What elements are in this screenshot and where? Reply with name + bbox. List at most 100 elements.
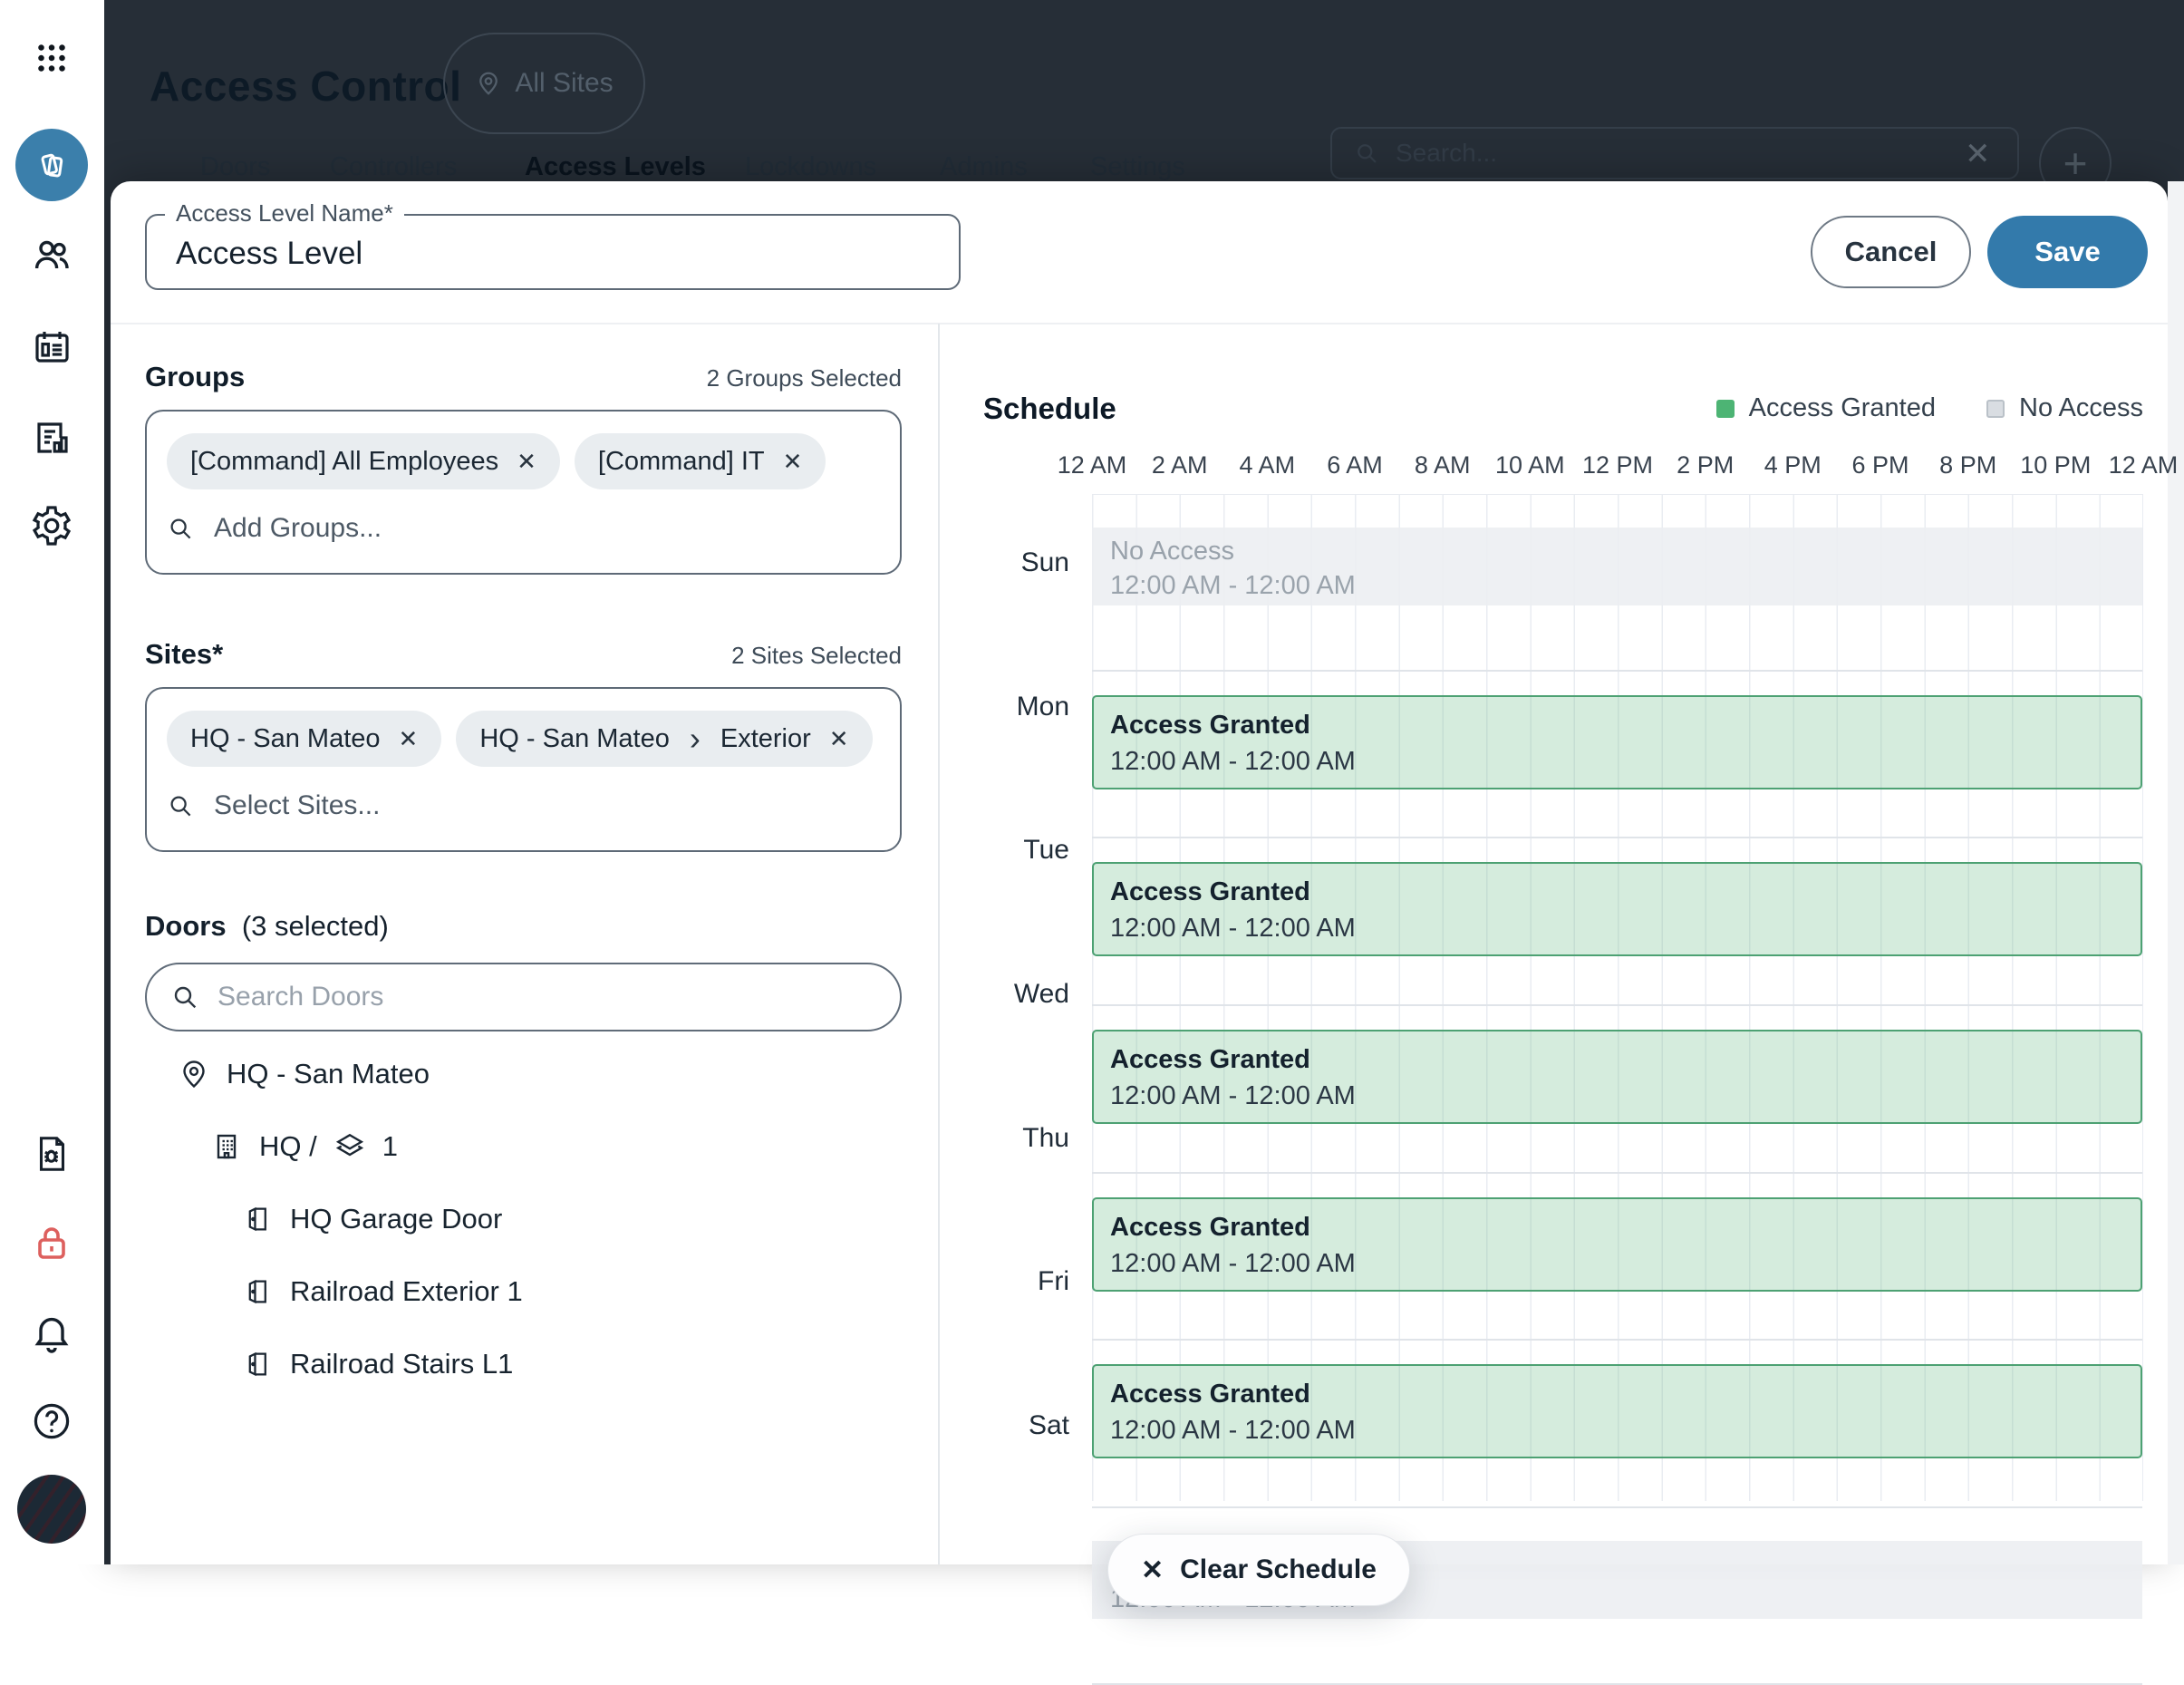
tab-settings[interactable]: Settings [1090, 152, 1185, 185]
cancel-button[interactable]: Cancel [1811, 216, 1971, 288]
schedule-block-tue[interactable]: Access Granted 12:00 AM - 12:00 AM [1092, 862, 2142, 956]
sites-selected-count: 2 Sites Selected [539, 642, 902, 670]
door-label: Railroad Stairs L1 [290, 1348, 513, 1380]
sidebar-item-access-control[interactable] [15, 129, 88, 201]
remove-group-icon[interactable]: ✕ [783, 448, 803, 476]
schedule-row-mon: Access Granted 12:00 AM - 12:00 AM [1092, 695, 2142, 839]
tab-controllers[interactable]: Controllers [330, 152, 457, 185]
site-filter-button[interactable]: All Sites [443, 33, 645, 134]
modal-divider [111, 323, 2168, 324]
search-doors-input[interactable]: Search Doors [145, 963, 902, 1031]
time-tick: 12 AM [2109, 451, 2179, 479]
block-range: 12:00 AM - 12:00 AM [1110, 568, 2124, 603]
groups-selected-count: 2 Groups Selected [539, 364, 902, 392]
sidebar-item-schedule-icon[interactable] [30, 325, 73, 369]
block-range: 12:00 AM - 12:00 AM [1110, 1245, 2124, 1282]
add-groups-input[interactable]: Add Groups... [167, 513, 880, 544]
sidebar-item-notifications-bell-icon[interactable] [30, 1311, 73, 1354]
schedule-block-thu[interactable]: Access Granted 12:00 AM - 12:00 AM [1092, 1197, 2142, 1292]
time-tick: 2 PM [1677, 451, 1734, 479]
search-placeholder: Search... [1396, 139, 1497, 168]
search-clear-icon[interactable]: ✕ [1965, 136, 1991, 172]
site-chip-sublabel: Exterior [720, 724, 811, 754]
search-doors-placeholder: Search Doors [217, 982, 383, 1012]
day-label-sun: Sun [942, 547, 1069, 584]
remove-site-icon[interactable]: ✕ [399, 725, 419, 753]
door-icon [243, 1276, 274, 1307]
door-tree-door-row[interactable]: Railroad Stairs L1 [243, 1345, 513, 1383]
groups-picker: [Command] All Employees ✕ [Command] IT ✕… [145, 410, 902, 575]
group-chip-label: [Command] All Employees [190, 447, 498, 477]
schedule-row-sun: No Access 12:00 AM - 12:00 AM [1092, 528, 2142, 672]
tab-access-levels[interactable]: Access Levels [525, 152, 706, 185]
access-level-name-value[interactable]: Access Level [176, 236, 362, 272]
time-tick: 8 AM [1415, 451, 1471, 479]
site-chip-label: HQ - San Mateo [190, 724, 381, 754]
remove-group-icon[interactable]: ✕ [517, 448, 536, 476]
schedule-row-tue: Access Granted 12:00 AM - 12:00 AM [1092, 862, 2142, 1006]
block-range: 12:00 AM - 12:00 AM [1110, 910, 2124, 946]
sidebar-item-settings-gear-icon[interactable] [30, 504, 73, 547]
day-label-fri: Fri [942, 1266, 1069, 1302]
day-label-thu: Thu [942, 1123, 1069, 1159]
access-badge-icon [33, 146, 71, 184]
tab-doors[interactable]: Doors [200, 152, 270, 185]
site-chip-label: HQ - San Mateo [479, 724, 670, 754]
select-sites-placeholder: Select Sites... [214, 790, 380, 821]
apps-grid-icon[interactable] [31, 37, 72, 79]
tab-admins[interactable]: Admins [940, 152, 1028, 185]
page-scrollbar-track[interactable] [2168, 181, 2184, 1564]
panel-divider [938, 324, 940, 1564]
group-chip-it[interactable]: [Command] IT ✕ [575, 433, 826, 489]
schedule-row-thu: Access Granted 12:00 AM - 12:00 AM [1092, 1197, 2142, 1341]
doors-selected-count: (3 selected) [234, 910, 389, 942]
site-filter-label: All Sites [515, 68, 613, 99]
door-tree-floor-row[interactable]: HQ / 1 [210, 1128, 398, 1166]
schedule-block-mon[interactable]: Access Granted 12:00 AM - 12:00 AM [1092, 695, 2142, 789]
schedule-title: Schedule [983, 392, 1116, 426]
schedule-block-wed[interactable]: Access Granted 12:00 AM - 12:00 AM [1092, 1030, 2142, 1124]
access-level-name-label: Access Level Name* [165, 199, 404, 228]
sidebar-item-people-icon[interactable] [30, 234, 73, 277]
time-tick: 2 AM [1152, 451, 1208, 479]
time-tick: 8 PM [1939, 451, 1996, 479]
group-chip-all-employees[interactable]: [Command] All Employees ✕ [167, 433, 560, 489]
sidebar-item-help-icon[interactable] [30, 1399, 73, 1443]
door-tree-floor-label: 1 [382, 1130, 398, 1163]
sidebar-item-bug-report-icon[interactable] [31, 1133, 72, 1175]
clear-schedule-button[interactable]: ✕ Clear Schedule [1107, 1534, 1410, 1606]
app-sidebar [0, 0, 104, 1564]
tab-lockdowns[interactable]: Lockdowns [745, 152, 876, 185]
header-search-input[interactable]: Search... [1330, 127, 2019, 179]
block-status: Access Granted [1110, 1209, 2124, 1245]
door-tree-door-row[interactable]: HQ Garage Door [243, 1200, 502, 1238]
schedule-block-fri[interactable]: Access Granted 12:00 AM - 12:00 AM [1092, 1364, 2142, 1458]
day-label-mon: Mon [942, 692, 1069, 728]
save-button[interactable]: Save [1987, 216, 2148, 288]
door-tree-door-row[interactable]: Railroad Exterior 1 [243, 1273, 523, 1311]
avatar[interactable] [17, 1475, 86, 1544]
legend-no-access-label: No Access [2019, 393, 2143, 423]
block-status: No Access [1110, 534, 2124, 568]
search-icon [1354, 140, 1379, 166]
search-icon [167, 792, 194, 819]
clear-icon: ✕ [1141, 1554, 1164, 1586]
group-chip-label: [Command] IT [598, 447, 765, 477]
page-title: Access Control [150, 62, 461, 111]
remove-site-icon[interactable]: ✕ [829, 725, 849, 753]
sites-title: Sites* [145, 638, 223, 671]
sites-picker: HQ - San Mateo ✕ HQ - San Mateo › Exteri… [145, 687, 902, 852]
schedule-legend: Access Granted No Access [1541, 393, 2143, 423]
time-tick: 10 PM [2020, 451, 2091, 479]
location-pin-icon [475, 70, 502, 97]
site-chip-hq-san-mateo-exterior[interactable]: HQ - San Mateo › Exterior ✕ [456, 711, 872, 767]
schedule-block-sun[interactable]: No Access 12:00 AM - 12:00 AM [1092, 528, 2142, 605]
block-range: 12:00 AM - 12:00 AM [1110, 743, 2124, 780]
select-sites-input[interactable]: Select Sites... [167, 790, 880, 821]
sidebar-item-lockdown-icon[interactable] [30, 1221, 73, 1264]
sidebar-item-reports-icon[interactable] [30, 416, 73, 460]
schedule-grid[interactable]: No Access 12:00 AM - 12:00 AM Access Gra… [1092, 494, 2143, 1501]
site-chip-hq-san-mateo[interactable]: HQ - San Mateo ✕ [167, 711, 441, 767]
door-tree-site-row[interactable]: HQ - San Mateo [178, 1055, 430, 1093]
time-tick: 6 AM [1327, 451, 1383, 479]
